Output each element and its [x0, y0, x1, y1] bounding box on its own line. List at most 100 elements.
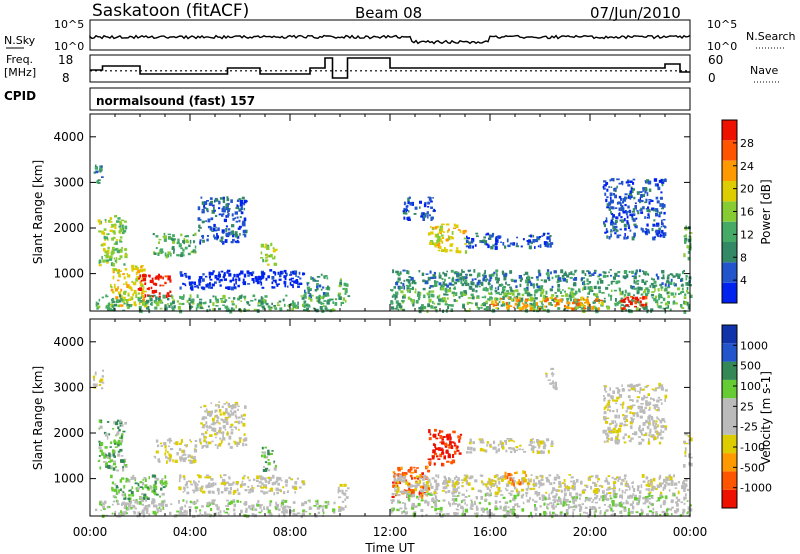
data-cell [439, 506, 443, 511]
data-cell [278, 278, 282, 281]
data-cell [213, 209, 216, 212]
data-cell [321, 508, 325, 513]
data-cell [98, 455, 101, 457]
data-cell [260, 257, 264, 259]
data-cell [468, 285, 473, 290]
data-cell [338, 508, 342, 512]
data-cell [658, 432, 662, 436]
data-cell [594, 485, 598, 487]
data-cell [605, 421, 609, 424]
data-cell [689, 232, 693, 234]
data-cell [223, 403, 227, 405]
data-cell [448, 282, 452, 286]
data-cell [136, 267, 139, 271]
data-cell [184, 284, 187, 287]
data-cell [636, 291, 640, 295]
data-cell [633, 223, 637, 226]
data-cell [414, 487, 417, 492]
data-cell [602, 495, 606, 498]
data-cell [684, 496, 687, 500]
data-cell [241, 196, 245, 200]
data-cell [551, 285, 554, 289]
data-cell [110, 221, 113, 223]
data-cell [451, 459, 456, 464]
data-cell [643, 394, 646, 399]
data-cell [632, 213, 636, 216]
data-cell [241, 222, 244, 226]
data-cell [631, 417, 633, 420]
data-cell [222, 241, 225, 245]
data-cell [157, 444, 160, 448]
cpid-label: CPID [4, 89, 36, 103]
data-cell [566, 274, 570, 278]
data-cell [663, 232, 667, 236]
data-cell [112, 268, 115, 272]
data-cell [593, 300, 596, 303]
data-cell [221, 405, 224, 408]
data-cell [640, 207, 643, 210]
data-cell [627, 235, 629, 239]
data-cell [206, 425, 209, 429]
data-cell [395, 291, 399, 295]
data-cell [124, 421, 127, 425]
data-cell [173, 248, 175, 252]
data-cell [268, 512, 272, 516]
data-cell [181, 449, 184, 454]
data-cell [484, 449, 488, 453]
data-cell [206, 235, 209, 237]
data-cell [492, 303, 495, 307]
data-cell [658, 419, 661, 421]
data-cell [484, 295, 487, 299]
data-cell [303, 309, 305, 312]
data-cell [123, 291, 127, 295]
data-cell [430, 492, 433, 495]
data-cell [176, 241, 180, 245]
data-cell [120, 510, 122, 514]
data-cell [482, 482, 485, 486]
data-cell [610, 423, 613, 425]
data-cell [123, 296, 126, 299]
data-cell [126, 284, 130, 288]
data-cell [239, 209, 242, 212]
data-cell [510, 490, 514, 493]
data-cell [448, 228, 450, 232]
data-cell [616, 493, 619, 495]
data-cell [490, 245, 494, 250]
data-cell [98, 261, 101, 264]
data-cell [104, 452, 107, 456]
data-cell [479, 439, 483, 444]
data-cell [177, 306, 181, 310]
data-cell [430, 305, 434, 309]
data-cell [558, 475, 561, 480]
data-cell [160, 445, 163, 447]
data-cell [134, 507, 137, 510]
data-cell [235, 280, 237, 285]
data-cell [666, 508, 669, 512]
data-cell [179, 514, 183, 516]
data-cell [131, 280, 134, 283]
data-cell [551, 490, 554, 494]
data-cell [227, 442, 231, 446]
data-cell [430, 276, 434, 280]
data-cell [233, 297, 236, 300]
data-cell [654, 208, 659, 211]
data-cell [572, 501, 575, 505]
data-cell [450, 445, 454, 449]
data-cell [391, 289, 393, 292]
data-cell [530, 303, 533, 306]
data-cell [168, 458, 171, 462]
data-cell [294, 491, 297, 494]
data-cell [686, 245, 690, 249]
data-cell [393, 507, 395, 511]
data-cell [615, 476, 619, 479]
data-cell [614, 190, 617, 193]
data-cell [212, 302, 215, 307]
data-cell [265, 485, 268, 489]
data-cell [222, 196, 225, 200]
data-cell [280, 504, 283, 508]
data-cell [264, 480, 268, 483]
data-cell [195, 509, 197, 513]
data-cell [263, 491, 266, 495]
data-cell [158, 251, 161, 255]
data-cell [413, 466, 416, 469]
